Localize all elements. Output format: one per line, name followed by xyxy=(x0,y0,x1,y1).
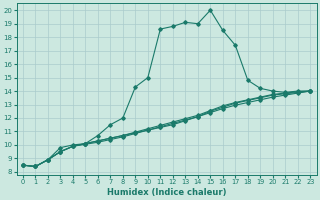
X-axis label: Humidex (Indice chaleur): Humidex (Indice chaleur) xyxy=(107,188,226,197)
